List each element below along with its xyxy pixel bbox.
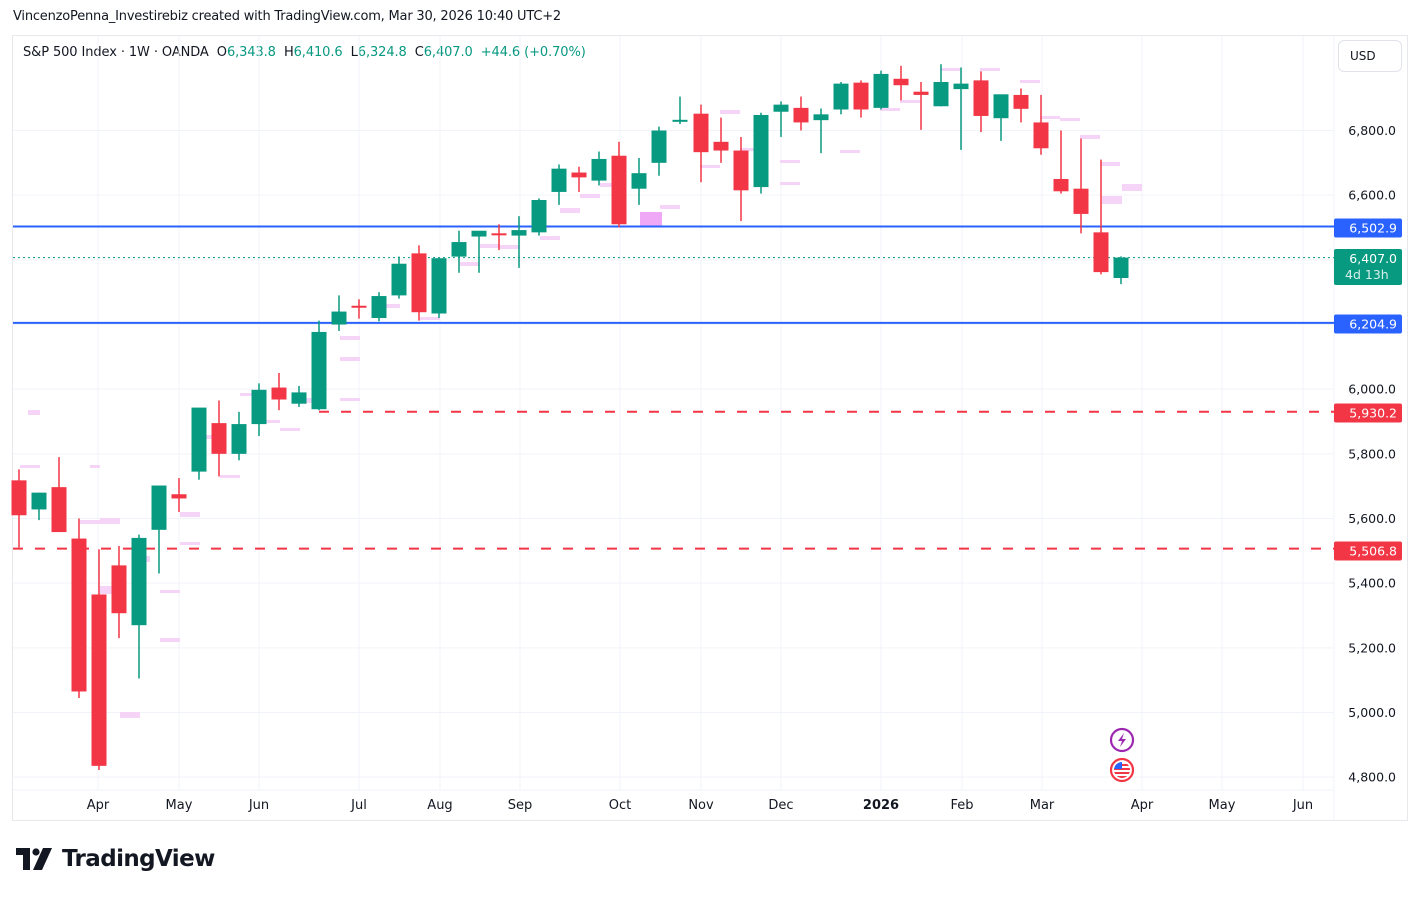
close-label: C <box>414 45 424 60</box>
tradingview-logo-icon <box>16 848 52 870</box>
low-label: L <box>350 45 358 60</box>
open-value: 6,343.8 <box>226 45 276 60</box>
low-value: 6,324.8 <box>357 45 407 60</box>
high-label: H <box>283 45 294 60</box>
currency-button[interactable]: USD <box>1338 40 1402 72</box>
tradingview-logo-text: TradingView <box>62 846 215 872</box>
high-value: 6,410.6 <box>293 45 343 60</box>
change-value: +44.6 (+0.70%) <box>480 45 586 60</box>
open-label: O <box>216 45 227 60</box>
symbol-legend: S&P 500 Index · 1W · OANDA O6,343.8 H6,4… <box>23 45 586 60</box>
close-value: 6,407.0 <box>423 45 473 60</box>
symbol-name[interactable]: S&P 500 Index · 1W · OANDA <box>23 45 209 60</box>
chart-frame <box>12 35 1408 821</box>
attribution-text: VincenzoPenna_Investirebiz created with … <box>13 9 561 24</box>
tradingview-logo[interactable]: TradingView <box>16 846 215 872</box>
